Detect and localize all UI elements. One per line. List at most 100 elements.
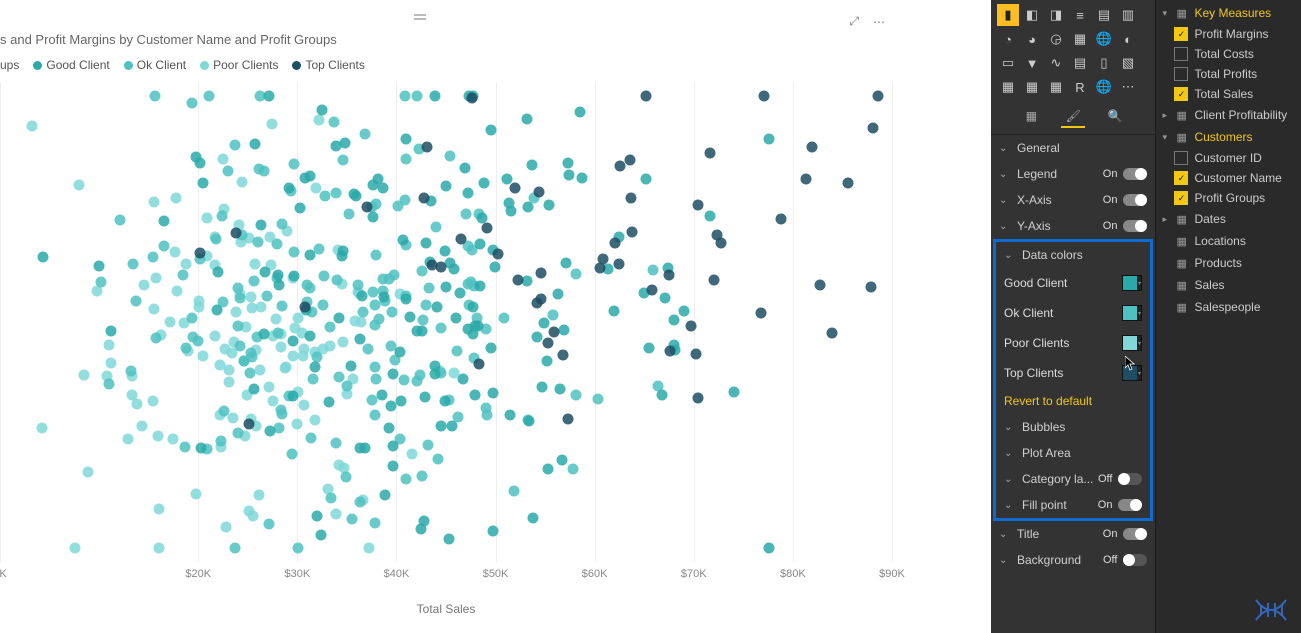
data-point[interactable] [295,202,306,213]
data-point[interactable] [249,384,260,395]
data-point[interactable] [370,374,381,385]
data-point[interactable] [387,440,398,451]
data-point[interactable] [776,214,787,225]
format-section-row[interactable]: ⌄Plot Area [996,440,1150,466]
data-point[interactable] [308,374,319,385]
viz-type-icon[interactable]: ▮ [997,4,1019,26]
format-section-row[interactable]: ⌄Bubbles [996,414,1150,440]
viz-type-icon[interactable]: 🌐 [1093,28,1115,50]
data-point[interactable] [309,414,320,425]
data-point[interactable] [164,317,175,328]
data-point[interactable] [221,521,232,532]
data-point[interactable] [288,391,299,402]
data-point[interactable] [440,282,451,293]
data-point[interactable] [370,300,381,311]
field-row[interactable]: ✓Profit Margins [1156,24,1301,44]
data-point[interactable] [211,233,222,244]
data-point[interactable] [536,268,547,279]
data-point[interactable] [181,342,192,353]
data-point[interactable] [398,374,409,385]
data-point[interactable] [463,188,474,199]
data-point[interactable] [253,163,264,174]
data-point[interactable] [647,264,658,275]
viz-type-icon[interactable]: ▭ [997,52,1019,74]
data-point[interactable] [362,202,373,213]
data-point[interactable] [489,261,500,272]
field-checkbox[interactable]: ✓ [1174,87,1188,101]
data-point[interactable] [416,471,427,482]
data-point[interactable] [150,333,161,344]
data-point[interactable] [151,272,162,283]
data-point[interactable] [429,361,440,372]
data-point[interactable] [179,441,190,452]
data-point[interactable] [460,163,471,174]
viz-type-icon[interactable]: ▤ [1069,52,1091,74]
viz-type-icon[interactable]: ▼ [1021,52,1043,74]
data-point[interactable] [188,331,199,342]
data-point[interactable] [527,159,538,170]
data-point[interactable] [613,259,624,270]
data-point[interactable] [543,464,554,475]
data-point[interactable] [274,422,285,433]
data-point[interactable] [309,362,320,373]
data-point[interactable] [122,433,133,444]
data-point[interactable] [570,268,581,279]
data-point[interactable] [801,173,812,184]
viz-type-icon[interactable]: ⋯ [1117,76,1139,98]
data-point[interactable] [439,246,450,257]
data-point[interactable] [337,337,348,348]
data-point[interactable] [557,455,568,466]
field-checkbox[interactable]: ✓ [1174,191,1188,205]
viz-type-icon[interactable]: ◶ [1045,28,1067,50]
data-point[interactable] [424,282,435,293]
data-point[interactable] [431,301,442,312]
data-point[interactable] [664,270,675,281]
data-point[interactable] [508,486,519,497]
data-point[interactable] [264,425,275,436]
data-point[interactable] [488,525,499,536]
data-point[interactable] [473,358,484,369]
data-point[interactable] [440,181,451,192]
data-point[interactable] [276,341,287,352]
data-point[interactable] [704,148,715,159]
field-checkbox[interactable]: ✓ [1174,27,1188,41]
color-swatch-dropdown[interactable]: ▾ [1122,275,1142,291]
color-swatch-dropdown[interactable]: ▾ [1122,305,1142,321]
revert-to-default-link[interactable]: Revert to default [996,388,1150,414]
data-point[interactable] [867,122,878,133]
data-point[interactable] [470,389,481,400]
viz-type-icon[interactable]: ▯ [1093,52,1115,74]
data-point[interactable] [379,489,390,500]
data-point[interactable] [355,497,366,508]
viz-type-icon[interactable]: ▦ [1069,28,1091,50]
data-point[interactable] [230,542,241,553]
data-point[interactable] [311,510,322,521]
data-point[interactable] [231,228,242,239]
data-point[interactable] [455,234,466,245]
data-point[interactable] [131,296,142,307]
data-point[interactable] [353,280,364,291]
data-point[interactable] [394,347,405,358]
data-point[interactable] [300,301,311,312]
data-point[interactable] [543,200,554,211]
data-point[interactable] [401,154,412,165]
viz-type-icon[interactable]: ▧ [1117,52,1139,74]
format-section-row[interactable]: ⌄Fill pointOn [996,492,1150,518]
data-point[interactable] [139,279,150,290]
data-point[interactable] [330,508,341,519]
data-point[interactable] [379,292,390,303]
data-point[interactable] [401,133,412,144]
data-point[interactable] [815,280,826,291]
data-point[interactable] [283,183,294,194]
toggle-switch[interactable] [1123,528,1147,540]
data-point[interactable] [626,227,637,238]
data-point[interactable] [378,183,389,194]
data-point[interactable] [196,442,207,453]
data-point[interactable] [211,305,222,316]
viz-type-icon[interactable]: ▤ [1093,4,1115,26]
data-point[interactable] [320,191,331,202]
data-point[interactable] [669,314,680,325]
data-point[interactable] [216,210,227,221]
data-point[interactable] [399,91,410,102]
data-point[interactable] [487,387,498,398]
